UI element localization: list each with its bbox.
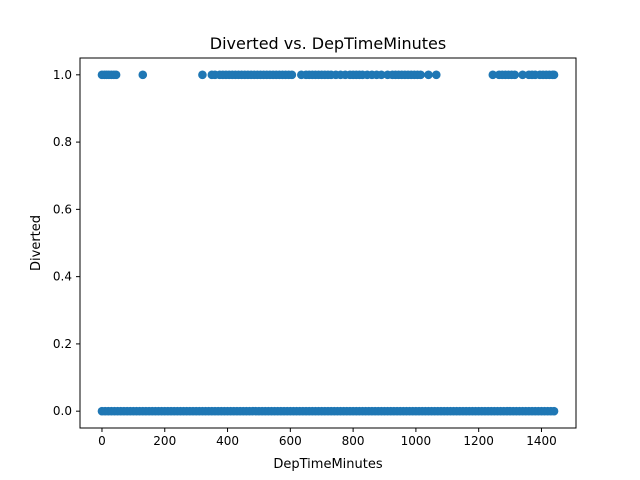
chart-title: Diverted vs. DepTimeMinutes bbox=[210, 34, 446, 53]
data-point-151 bbox=[111, 70, 121, 80]
data-point-201 bbox=[377, 70, 386, 80]
data-point-221 bbox=[510, 70, 520, 80]
x-tick-label: 1000 bbox=[401, 434, 432, 448]
data-point-179 bbox=[287, 70, 297, 80]
data-points bbox=[97, 70, 559, 416]
y-tick-label: 0.8 bbox=[53, 135, 72, 149]
data-point-212 bbox=[416, 70, 425, 80]
y-tick-label: 0.2 bbox=[53, 337, 72, 351]
y-tick-label: 1.0 bbox=[53, 68, 72, 82]
x-axis: 0 200 400 600 800 1000 1200 1400 bbox=[98, 428, 557, 448]
data-point-152 bbox=[138, 70, 148, 80]
y-axis: 0.0 0.2 0.4 0.6 0.8 1.0 bbox=[53, 68, 80, 418]
x-tick-label: 400 bbox=[216, 434, 239, 448]
data-point-144 bbox=[549, 406, 559, 416]
plot-area-frame bbox=[79, 57, 577, 429]
data-point-214 bbox=[432, 70, 441, 80]
data-point-231 bbox=[549, 70, 559, 80]
x-tick-label: 800 bbox=[342, 434, 365, 448]
x-tick-label: 1200 bbox=[463, 434, 494, 448]
data-point-215 bbox=[488, 70, 498, 80]
data-point-222 bbox=[518, 70, 527, 80]
y-tick-label: 0.0 bbox=[53, 404, 72, 418]
x-tick-label: 0 bbox=[98, 434, 106, 448]
x-tick-label: 600 bbox=[279, 434, 302, 448]
data-point-213 bbox=[424, 70, 433, 80]
y-tick-label: 0.4 bbox=[53, 270, 72, 284]
x-tick-label: 1400 bbox=[526, 434, 557, 448]
y-tick-label: 0.6 bbox=[53, 202, 72, 216]
data-point-153 bbox=[198, 70, 207, 80]
y-axis-label: Diverted bbox=[29, 215, 44, 271]
x-axis-label: DepTimeMinutes bbox=[273, 457, 382, 472]
x-tick-label: 200 bbox=[153, 434, 176, 448]
